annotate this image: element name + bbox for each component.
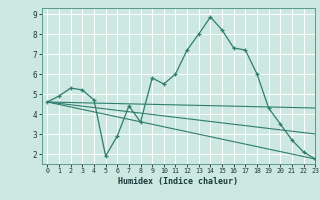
X-axis label: Humidex (Indice chaleur): Humidex (Indice chaleur)	[118, 177, 238, 186]
